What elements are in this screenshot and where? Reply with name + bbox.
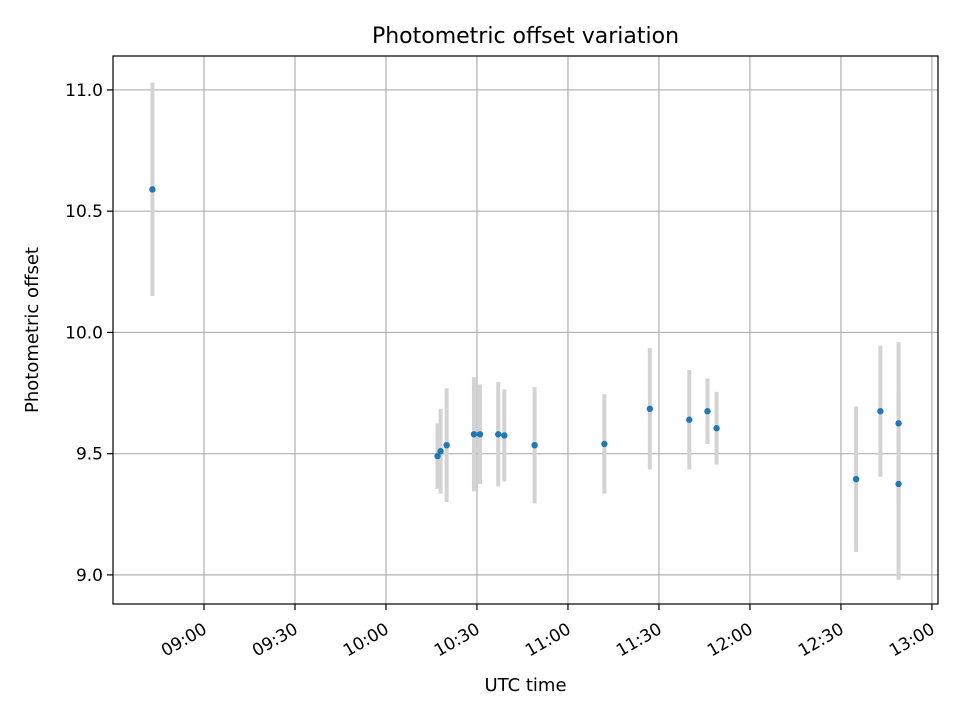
data-point [601, 440, 608, 448]
data-point [877, 408, 884, 415]
y-tick-label: 10.0 [65, 323, 103, 343]
data-point [501, 432, 508, 439]
data-points [149, 186, 902, 488]
x-tick-label: 12:30 [795, 619, 847, 661]
x-tick-label: 11:30 [613, 619, 665, 661]
grid [113, 56, 938, 604]
error-bars [150, 82, 901, 580]
x-tick-label: 10:30 [431, 619, 483, 661]
data-point [704, 408, 711, 415]
y-tick-label: 11.0 [65, 81, 103, 101]
data-point [646, 405, 654, 413]
data-point [434, 452, 441, 460]
x-tick-label: 12:00 [704, 619, 756, 661]
data-point [495, 431, 502, 438]
data-point [470, 431, 478, 438]
x-axis-ticks: 09:00 09:30 10:00 10:30 11:00 11:30 12:00 12:30… [158, 604, 938, 661]
x-tick-label: 10:00 [340, 619, 392, 661]
data-point [713, 425, 720, 432]
y-axis-label: Photometric offset [22, 247, 43, 413]
chart-title: Photometric offset variation [372, 24, 679, 49]
data-point [895, 420, 902, 427]
data-point [895, 480, 902, 488]
x-tick-label: 13:00 [886, 619, 938, 661]
y-tick-label: 9.5 [76, 445, 103, 465]
data-point [531, 441, 538, 449]
data-point [149, 186, 156, 193]
y-axis-ticks: 9.0 9.5 10.0 10.5 11.0 [65, 81, 113, 586]
data-point [476, 431, 484, 438]
plot-frame [112, 55, 939, 605]
data-point [443, 441, 450, 449]
y-tick-label: 10.5 [65, 202, 103, 222]
x-tick-label: 11:00 [522, 619, 574, 661]
data-point [437, 448, 444, 455]
y-tick-label: 9.0 [76, 566, 103, 586]
data-point [686, 416, 693, 423]
x-axis-label: UTC time [484, 675, 566, 696]
x-tick-label: 09:30 [249, 619, 301, 661]
x-tick-label: 09:00 [158, 619, 210, 661]
data-point [852, 475, 860, 483]
